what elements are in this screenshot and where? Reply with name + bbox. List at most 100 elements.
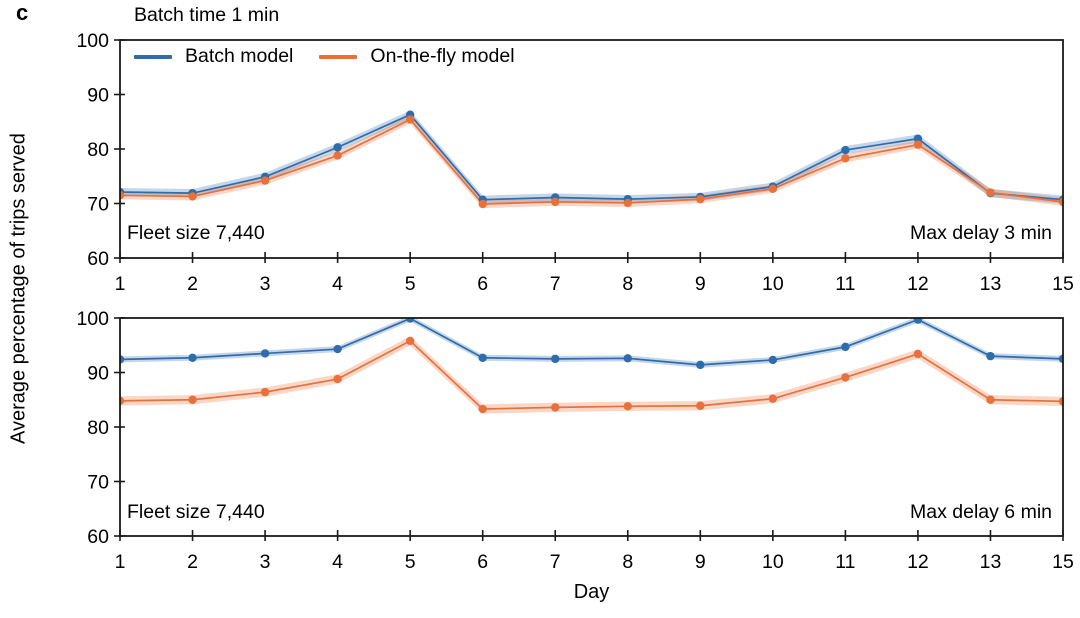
data-point bbox=[768, 184, 778, 193]
data-point bbox=[405, 336, 415, 346]
y-tick-label: 80 bbox=[87, 417, 109, 439]
batch-model-line-swatch bbox=[134, 54, 172, 59]
data-point bbox=[913, 349, 923, 359]
x-tick-label: 2 bbox=[187, 551, 198, 573]
x-tick-label: 6 bbox=[477, 551, 488, 573]
x-tick-label: 12 bbox=[907, 273, 929, 295]
data-point bbox=[120, 355, 125, 364]
data-point bbox=[913, 140, 923, 149]
data-point bbox=[260, 349, 270, 358]
data-point bbox=[333, 374, 342, 384]
data-point bbox=[623, 198, 632, 208]
data-point bbox=[551, 354, 560, 364]
legend-item-batch-model: Batch model bbox=[134, 45, 293, 68]
y-tick-label: 80 bbox=[87, 139, 109, 161]
x-axis-label: Day bbox=[573, 581, 610, 603]
data-point bbox=[623, 354, 632, 363]
annotation-max-delay-top: Max delay 3 min bbox=[910, 222, 1052, 244]
x-tick-label: 7 bbox=[550, 551, 561, 573]
x-tick-label: 15 bbox=[1052, 551, 1074, 573]
legend-label-on-the-fly-model: On-the-fly model bbox=[370, 45, 515, 67]
data-point bbox=[841, 145, 850, 155]
data-point bbox=[841, 342, 850, 352]
confidence-band bbox=[120, 110, 1063, 204]
data-point bbox=[986, 351, 995, 361]
legend: Batch model On-the-fly model bbox=[134, 45, 515, 68]
data-point bbox=[841, 373, 850, 382]
data-point bbox=[696, 360, 705, 370]
x-tick-label: 8 bbox=[622, 551, 633, 573]
confidence-band bbox=[120, 336, 1063, 414]
y-tick-label: 60 bbox=[87, 526, 109, 548]
y-tick-label: 100 bbox=[76, 30, 109, 52]
data-point bbox=[260, 176, 270, 185]
x-tick-label: 8 bbox=[622, 273, 633, 295]
x-tick-label: 11 bbox=[835, 551, 855, 573]
x-tick-label: 5 bbox=[405, 551, 416, 573]
x-tick-label: 3 bbox=[260, 551, 271, 573]
data-point bbox=[120, 191, 125, 200]
data-point bbox=[1058, 397, 1063, 406]
x-tick-label: 3 bbox=[260, 273, 271, 295]
data-point bbox=[551, 403, 560, 412]
data-point bbox=[478, 199, 487, 209]
data-point bbox=[623, 402, 632, 411]
x-tick-label: 12 bbox=[907, 551, 929, 573]
confidence-band bbox=[120, 115, 1063, 209]
x-tick-label: 2 bbox=[187, 273, 198, 295]
y-tick-label: 60 bbox=[87, 248, 109, 270]
y-tick-label: 100 bbox=[76, 308, 109, 330]
data-point bbox=[188, 395, 197, 404]
data-point bbox=[986, 395, 995, 404]
plot-area-1 bbox=[120, 318, 1063, 414]
data-point bbox=[1058, 197, 1063, 207]
x-tick-label: 13 bbox=[980, 273, 1002, 295]
data-point bbox=[986, 188, 995, 197]
x-tick-label: 10 bbox=[762, 551, 784, 573]
data-point bbox=[333, 151, 342, 160]
data-point bbox=[696, 194, 705, 204]
plot-area-0 bbox=[120, 110, 1063, 209]
y-axis-label: Average percentage of trips served bbox=[7, 133, 30, 445]
x-tick-label: 9 bbox=[695, 551, 706, 573]
x-tick-label: 15 bbox=[1052, 273, 1074, 295]
data-point bbox=[188, 192, 197, 201]
annotation-max-delay-bottom: Max delay 6 min bbox=[910, 501, 1052, 523]
x-tick-label: 11 bbox=[835, 273, 855, 295]
data-point bbox=[405, 115, 415, 124]
legend-item-on-the-fly-model: On-the-fly model bbox=[319, 45, 515, 68]
chart-title: Batch time 1 min bbox=[134, 4, 280, 26]
x-tick-label: 6 bbox=[477, 273, 488, 295]
annotation-fleet-size-top: Fleet size 7,440 bbox=[127, 222, 265, 244]
data-point bbox=[260, 387, 270, 397]
x-tick-label: 13 bbox=[980, 551, 1002, 573]
x-tick-label: 7 bbox=[550, 273, 561, 295]
annotation-fleet-size-bottom: Fleet size 7,440 bbox=[127, 501, 265, 523]
y-tick-label: 70 bbox=[87, 194, 109, 216]
data-point bbox=[1058, 354, 1063, 364]
data-line bbox=[120, 339, 1063, 410]
y-tick-label: 90 bbox=[87, 85, 109, 107]
data-point bbox=[405, 318, 415, 323]
data-point bbox=[333, 344, 342, 354]
data-point bbox=[696, 401, 705, 410]
data-point bbox=[333, 143, 342, 152]
data-line bbox=[120, 318, 1063, 366]
data-point bbox=[478, 404, 487, 414]
x-tick-label: 10 bbox=[762, 273, 784, 295]
on-the-fly-model-line-swatch bbox=[319, 54, 358, 59]
y-tick-label: 90 bbox=[87, 363, 109, 385]
data-point bbox=[478, 353, 487, 362]
panel-label: c bbox=[16, 0, 29, 25]
data-point bbox=[768, 394, 778, 403]
data-line bbox=[120, 113, 1063, 201]
x-tick-label: 1 bbox=[115, 273, 126, 295]
x-tick-label: 4 bbox=[332, 551, 343, 573]
data-point bbox=[913, 318, 923, 324]
data-point bbox=[551, 197, 560, 207]
data-point bbox=[120, 396, 125, 406]
data-point bbox=[913, 134, 923, 143]
x-tick-label: 5 bbox=[405, 273, 416, 295]
